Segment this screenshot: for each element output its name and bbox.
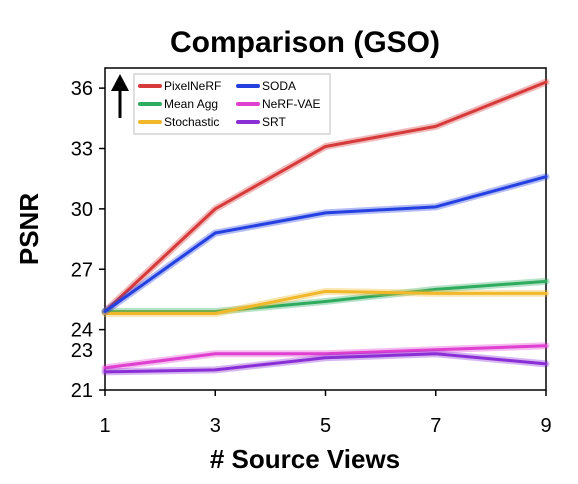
legend-label: Stochastic xyxy=(164,115,219,129)
y-tick-label: 24 xyxy=(71,320,93,342)
x-tick-label: 9 xyxy=(540,415,551,437)
legend-label: SODA xyxy=(262,79,296,93)
legend-label: NeRF-VAE xyxy=(262,97,320,111)
y-tick-label: 27 xyxy=(71,259,93,281)
x-axis-label: # Source Views xyxy=(210,444,400,474)
series-line-soda xyxy=(103,175,548,314)
y-tick-label: 30 xyxy=(71,199,93,221)
series-line-mean-agg xyxy=(103,279,548,314)
y-tick-label: 21 xyxy=(71,380,93,402)
x-tick-label: 3 xyxy=(210,415,221,437)
x-tick-label: 7 xyxy=(430,415,441,437)
x-tick-label: 1 xyxy=(99,415,110,437)
series-line-nerf-vae xyxy=(103,344,548,370)
chart-title: Comparison (GSO) xyxy=(170,26,440,59)
series-line-pixelnerf xyxy=(103,80,548,314)
up-arrow-icon xyxy=(111,74,129,118)
y-tick-label: 33 xyxy=(71,139,93,161)
legend-label: Mean Agg xyxy=(164,97,218,111)
x-tick-label: 5 xyxy=(320,415,331,437)
legend-box xyxy=(133,73,331,135)
legend-label: PixelNeRF xyxy=(164,79,221,93)
legend: PixelNeRF Mean Agg Stochastic SODA NeRF-VAE S… xyxy=(133,73,331,135)
series-lines xyxy=(101,78,550,376)
series-line-stochastic xyxy=(103,289,548,316)
series-line-srt xyxy=(103,352,548,374)
y-tick-label: 23 xyxy=(71,340,93,362)
y-tick-label: 36 xyxy=(71,78,93,100)
legend-label: SRT xyxy=(262,115,286,129)
y-axis-label: PSNR xyxy=(14,193,44,265)
